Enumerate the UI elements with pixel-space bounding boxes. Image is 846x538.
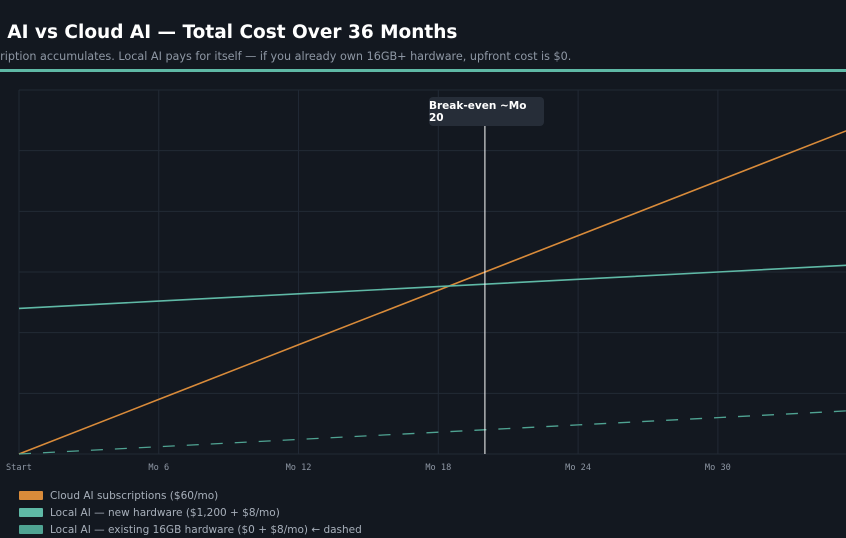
series-line-local-new [18, 264, 846, 310]
x-tick-label: Mo 12 [286, 463, 312, 473]
break-even-text: Break-even ~Mo 20 [429, 99, 527, 124]
x-tick-label: Mo 6 [148, 463, 169, 473]
legend-item-local-new: Local AI — new hardware ($1,200 + $8/mo) [19, 504, 362, 521]
legend: Cloud AI subscriptions ($60/mo) Local AI… [19, 487, 362, 538]
legend-swatch-local-new [19, 508, 43, 517]
series-line-local-existing [18, 410, 846, 455]
legend-label-cloud: Cloud AI subscriptions ($60/mo) [50, 489, 219, 502]
legend-label-local-new: Local AI — new hardware ($1,200 + $8/mo) [50, 506, 280, 519]
x-axis-ticks: Start Mo 6 Mo 12 Mo 18 Mo 24 Mo 30 [6, 463, 731, 473]
series-line-cloud [18, 130, 846, 455]
chart-title: al AI vs Cloud AI — Total Cost Over 36 M… [0, 22, 458, 43]
x-tick-label: Start [6, 463, 32, 473]
x-tick-label: Mo 24 [565, 463, 591, 473]
series-lines [18, 130, 846, 455]
chart-subtitle: ubscription accumulates. Local AI pays f… [0, 50, 572, 63]
x-tick-label: Mo 30 [705, 463, 731, 473]
header-divider [0, 69, 846, 72]
legend-item-cloud: Cloud AI subscriptions ($60/mo) [19, 487, 362, 504]
legend-swatch-cloud [19, 491, 43, 500]
cost-line-chart: Start Mo 6 Mo 12 Mo 18 Mo 24 Mo 30 [6, 89, 846, 473]
break-even-label: Break-even ~Mo 20 [429, 97, 544, 126]
x-tick-label: Mo 18 [425, 463, 451, 473]
